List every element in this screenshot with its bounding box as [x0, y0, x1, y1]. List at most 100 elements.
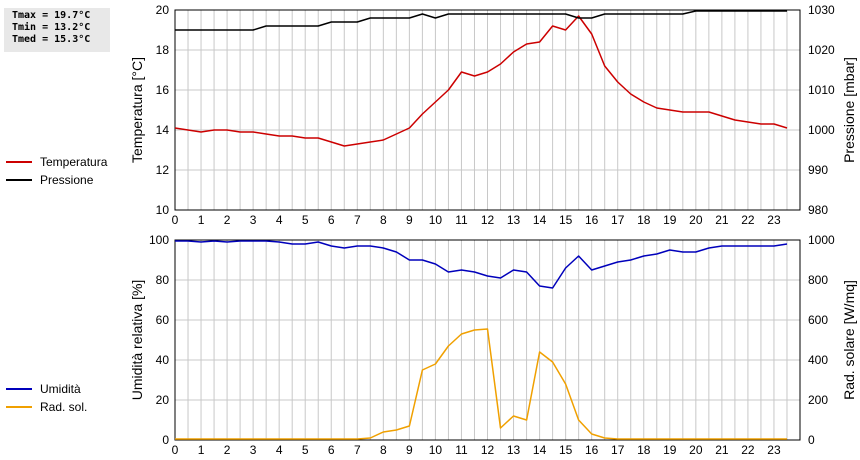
x-tick-label: 10: [429, 213, 443, 227]
y-tick-label-left: 14: [156, 123, 170, 137]
x-tick-label: 0: [172, 213, 179, 227]
x-tick-label: 3: [250, 213, 257, 227]
legend-label-radiation: Rad. sol.: [40, 400, 88, 414]
legend-label-temperature: Temperatura: [40, 155, 108, 169]
x-tick-label: 14: [533, 443, 547, 457]
y-tick-label-right: 1010: [808, 83, 835, 97]
x-tick-label: 23: [767, 213, 781, 227]
series-line-pressure: [175, 10, 787, 31]
y-tick-label-left: 10: [156, 203, 170, 217]
y-tick-label-right: 1020: [808, 43, 835, 57]
y-tick-label-right: 600: [808, 313, 828, 327]
legend-item-pressure: Pressione: [6, 171, 107, 189]
stats-box: Tmax = 19.7°C Tmin = 13.2°C Tmed = 15.3°…: [4, 8, 110, 52]
x-tick-label: 22: [741, 213, 755, 227]
x-tick-label: 23: [767, 443, 781, 457]
y-tick-label-right: 400: [808, 353, 828, 367]
x-tick-label: 4: [276, 443, 283, 457]
x-tick-label: 12: [481, 213, 495, 227]
y-tick-label-left: 40: [156, 353, 170, 367]
y-axis-title-left: Umidità relativa [%]: [129, 280, 145, 401]
x-tick-label: 18: [637, 213, 651, 227]
x-tick-label: 11: [455, 443, 468, 457]
x-tick-label: 7: [354, 213, 361, 227]
x-tick-label: 4: [276, 213, 283, 227]
series-line-humidity: [175, 240, 788, 289]
legend-label-pressure: Pressione: [40, 173, 94, 187]
y-tick-label-right: 990: [808, 163, 828, 177]
y-tick-label-left: 0: [162, 433, 169, 447]
x-tick-label: 22: [741, 443, 755, 457]
y-tick-label-right: 800: [808, 273, 828, 287]
y-axis-title-right: Pressione [mbar]: [841, 57, 857, 163]
legend-swatch-humidity: [6, 388, 32, 390]
x-tick-label: 5: [302, 443, 309, 457]
x-tick-label: 15: [559, 443, 573, 457]
y-tick-label-left: 18: [156, 43, 170, 57]
stat-tmin: Tmin = 13.2°C: [12, 22, 91, 33]
x-tick-label: 2: [224, 443, 231, 457]
x-tick-label: 17: [611, 443, 625, 457]
legend-swatch-radiation: [6, 406, 32, 408]
legend-label-humidity: Umidità: [40, 382, 81, 396]
series-line-radiation: [175, 328, 787, 440]
x-tick-label: 13: [507, 443, 521, 457]
y-tick-label-left: 20: [156, 393, 170, 407]
y-tick-label-right: 200: [808, 393, 828, 407]
series-line-temperature: [174, 15, 788, 147]
x-tick-label: 0: [172, 443, 179, 457]
x-tick-label: 15: [559, 213, 573, 227]
y-tick-label-left: 60: [156, 313, 170, 327]
x-tick-label: 19: [663, 443, 677, 457]
x-tick-label: 14: [533, 213, 547, 227]
plot-frame: [174, 239, 801, 441]
x-tick-label: 20: [689, 443, 703, 457]
y-tick-label-right: 1000: [808, 123, 835, 137]
legend-swatch-pressure: [6, 179, 32, 181]
y-tick-label-right: 1030: [808, 3, 835, 17]
x-tick-label: 21: [715, 443, 729, 457]
legend-top: Temperatura Pressione: [6, 153, 107, 189]
y-tick-label-left: 12: [156, 163, 170, 177]
x-tick-label: 5: [302, 213, 309, 227]
x-tick-label: 9: [406, 443, 413, 457]
y-axis-title-right: Rad. solare [W/mq]: [841, 280, 857, 400]
x-tick-label: 12: [481, 443, 495, 457]
x-tick-label: 1: [198, 443, 205, 457]
x-tick-label: 16: [585, 213, 599, 227]
x-tick-label: 1: [198, 213, 205, 227]
y-tick-label-left: 80: [156, 273, 170, 287]
y-tick-label-right: 0: [808, 433, 815, 447]
legend-item-temperature: Temperatura: [6, 153, 107, 171]
x-tick-label: 20: [689, 213, 703, 227]
x-tick-label: 16: [585, 443, 599, 457]
x-tick-label: 18: [637, 443, 651, 457]
x-tick-label: 3: [250, 443, 257, 457]
y-axis-title-left: Temperatura [°C]: [129, 57, 145, 163]
x-tick-label: 6: [328, 443, 335, 457]
x-tick-label: 6: [328, 213, 335, 227]
y-tick-label-left: 20: [156, 3, 170, 17]
x-tick-label: 10: [429, 443, 443, 457]
legend-item-humidity: Umidità: [6, 380, 87, 398]
stat-tmax: Tmax = 19.7°C: [12, 10, 91, 21]
x-tick-label: 17: [611, 213, 625, 227]
x-tick-label: 7: [354, 443, 361, 457]
legend-item-radiation: Rad. sol.: [6, 398, 87, 416]
x-tick-label: 13: [507, 213, 521, 227]
legend-bottom: Umidità Rad. sol.: [6, 380, 87, 416]
x-tick-label: 11: [455, 213, 468, 227]
legend-swatch-temperature: [6, 161, 32, 163]
y-tick-label-left: 16: [156, 83, 170, 97]
x-tick-label: 19: [663, 213, 677, 227]
stat-tmed: Tmed = 15.3°C: [12, 34, 91, 45]
x-tick-label: 21: [715, 213, 729, 227]
y-tick-label-right: 980: [808, 203, 828, 217]
x-tick-label: 2: [224, 213, 231, 227]
x-tick-label: 8: [380, 213, 387, 227]
x-tick-label: 8: [380, 443, 387, 457]
y-tick-label-left: 100: [149, 233, 169, 247]
